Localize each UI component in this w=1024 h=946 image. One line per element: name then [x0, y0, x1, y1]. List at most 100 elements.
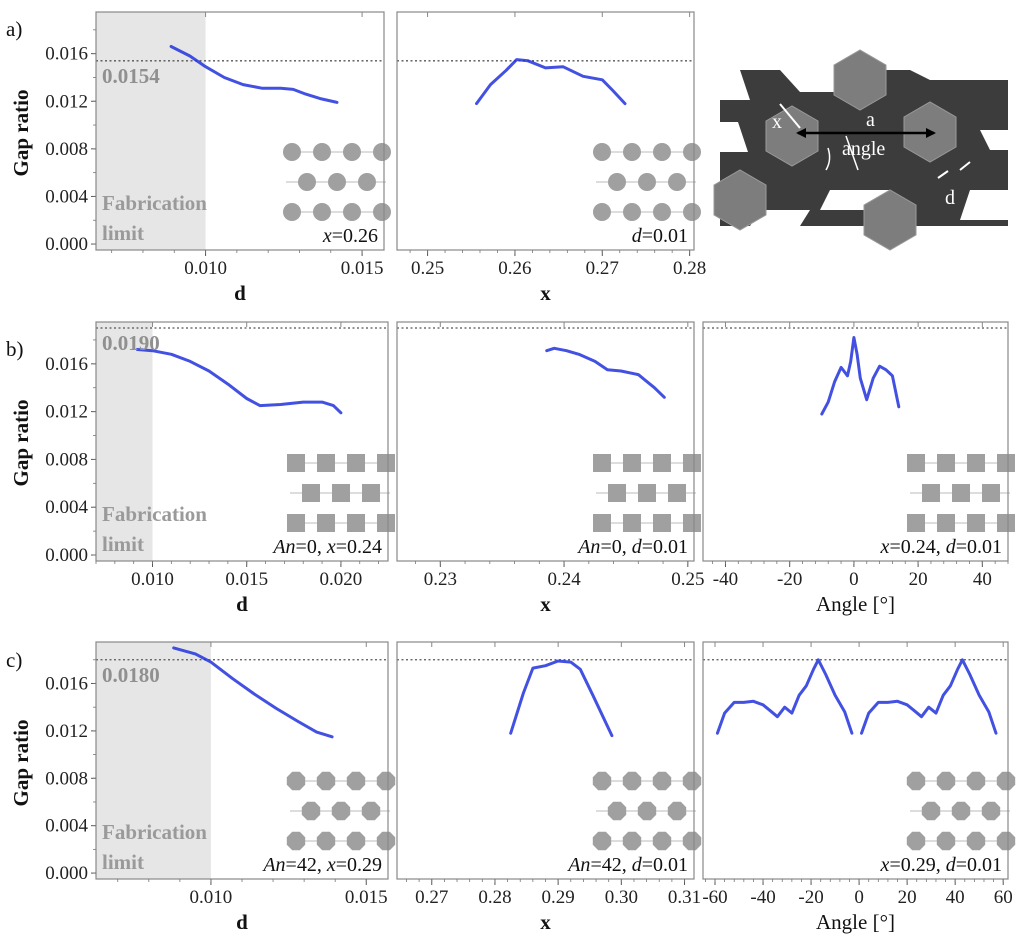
x-tick-label: 0.015 [345, 887, 388, 908]
param-label-part: x [326, 536, 336, 558]
x-tick-label: -20 [798, 887, 823, 908]
schematic-slot [720, 122, 748, 152]
schematic-hexagon [863, 189, 917, 251]
inset-rod [592, 771, 612, 791]
inset-rod [967, 514, 985, 532]
gap-ratio-curve [820, 336, 901, 416]
lattice-inset [593, 454, 701, 532]
schematic-x-label: x [772, 111, 782, 133]
param-label-part: x [880, 854, 890, 876]
inset-rod [317, 454, 335, 472]
parameter-label: d=0.01 [632, 225, 688, 247]
inset-rod [347, 454, 365, 472]
inset-rod [682, 831, 702, 851]
inset-rod [287, 514, 305, 532]
y-axis-label-c: Gap ratio [9, 720, 33, 807]
inset-rod [331, 801, 351, 821]
inset-rod [997, 454, 1015, 472]
x-tick-label: 20 [909, 569, 928, 590]
inset-rod [638, 173, 656, 191]
x-tick-label: 0.010 [190, 887, 233, 908]
schematic-slot [960, 190, 1008, 220]
gap-ratio-curve [545, 346, 666, 399]
y-tick-label: 0.016 [45, 44, 88, 65]
plot-c3: -60 -40 -20 0 20 40 60 x=0.29, d=0.01 Angle [°] [702, 641, 1016, 934]
x-tick-label: 0 [854, 887, 864, 908]
plot-background [397, 642, 694, 879]
param-label-part: d [632, 536, 643, 558]
inset-rod [377, 514, 395, 532]
inset-rod [623, 203, 641, 221]
inset-rod [623, 514, 641, 532]
param-label-part: =0, [600, 536, 631, 558]
schematic-a-label: a [866, 109, 875, 131]
x-tick-label: 0.23 [424, 569, 457, 590]
inset-rod [683, 454, 701, 472]
schematic-annotations: x a angle d [772, 103, 971, 209]
y-tick-label: 0.016 [45, 354, 88, 375]
x-tick-label: 0.26 [498, 258, 531, 279]
inset-rod [937, 454, 955, 472]
inset-rod [373, 143, 391, 161]
fabrication-region [96, 642, 211, 879]
x-axis-label: x [540, 910, 551, 934]
plot-background [397, 12, 694, 250]
inset-rod [653, 203, 671, 221]
parameter-label: An=0, x=0.24 [271, 536, 382, 558]
y-tick-label: 0.004 [45, 186, 88, 207]
schematic-slot [720, 70, 750, 100]
x-tick-label: 0.24 [547, 569, 581, 590]
inset-rod [298, 173, 316, 191]
inset-rod [951, 801, 971, 821]
param-label-part: =42, [286, 854, 327, 876]
schematic-d-label: d [945, 187, 955, 209]
y-tick-label: 0.008 [45, 449, 88, 470]
x-axis-label: x [540, 592, 551, 616]
plot-b2: 0.23 0.24 0.25 An=0, d=0.01 x [396, 321, 704, 616]
y-tick-label: 0.000 [45, 545, 88, 566]
y-tick-label: 0.012 [45, 91, 88, 112]
unit-cell-schematic: x a angle d [713, 49, 1008, 251]
inset-rod [682, 771, 702, 791]
inset-rod [653, 514, 671, 532]
x-axis-label: d [234, 281, 246, 305]
parameter-label: x=0.26 [322, 225, 378, 247]
inset-rod [966, 831, 986, 851]
inset-rod [668, 173, 686, 191]
inset-rod [287, 454, 305, 472]
lattice-inset [287, 454, 395, 532]
lattice-inset [907, 454, 1015, 532]
y-tick-label: 0.004 [45, 816, 88, 837]
gap-ratio-curve [509, 659, 614, 738]
plot-frame [396, 321, 695, 562]
inset-rod [313, 203, 331, 221]
fabrication-region [96, 12, 206, 250]
inset-rod [332, 484, 350, 502]
x-tick-label: 40 [946, 887, 965, 908]
fabrication-label-line2: limit [102, 221, 144, 245]
inset-rod [997, 514, 1015, 532]
param-label-part: =0.24 [336, 536, 382, 558]
inset-rod [637, 801, 657, 821]
x-tick-label: -60 [702, 887, 727, 908]
param-label-part: =0.01 [956, 536, 1002, 558]
x-tick-label: 0.015 [225, 569, 268, 590]
inset-rod [936, 831, 956, 851]
inset-rod [952, 484, 970, 502]
inset-rod [608, 484, 626, 502]
schematic-slot [910, 70, 1008, 80]
inset-rod [316, 831, 336, 851]
inset-rod [593, 203, 611, 221]
inset-rod [608, 173, 626, 191]
d-arrow-top [959, 161, 971, 171]
x-axis-label: Angle [°] [816, 592, 895, 616]
x-axis-label: Angle [°] [816, 910, 895, 934]
lattice-inset [286, 771, 396, 851]
inset-rod [343, 203, 361, 221]
param-label-part: An [566, 854, 590, 876]
lattice-inset [283, 143, 391, 221]
plot-background [703, 642, 1008, 879]
gap-ratio-curve [172, 646, 334, 739]
parameter-label: x=0.24, d=0.01 [880, 536, 1002, 558]
x-tick-label: 0.27 [415, 887, 448, 908]
